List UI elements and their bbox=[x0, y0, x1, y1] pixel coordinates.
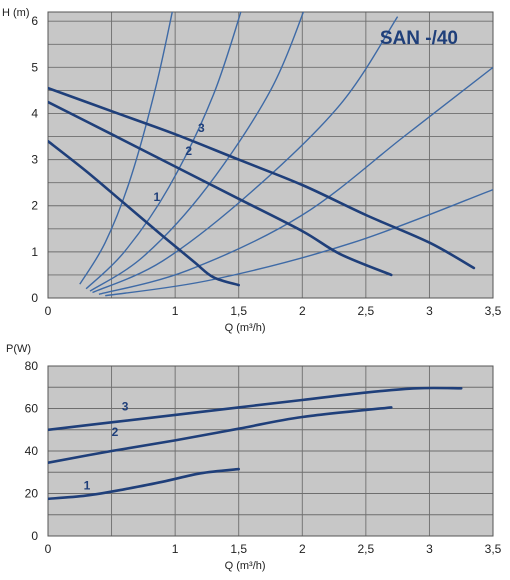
system-curve-4 bbox=[92, 16, 399, 294]
curve-speed-1 bbox=[48, 467, 240, 501]
x-tick-label: 3,5 bbox=[485, 304, 502, 318]
x-tick-label: 2 bbox=[299, 542, 306, 556]
x-axis-label: Q (m³/h) bbox=[225, 560, 266, 572]
x-tick-label: 1 bbox=[172, 542, 179, 556]
x-tick-label: 2 bbox=[299, 304, 306, 318]
x-tick-label: 0 bbox=[45, 542, 52, 556]
system-curve-6 bbox=[105, 188, 493, 297]
plot-background bbox=[48, 12, 493, 298]
plot-frame bbox=[47, 365, 494, 537]
curve-label-3: 3 bbox=[198, 121, 205, 135]
chart-title: SAN -/40 bbox=[380, 28, 458, 49]
curve-label-2: 2 bbox=[185, 144, 192, 158]
plot-frame bbox=[47, 11, 494, 299]
y-tick-label: 1 bbox=[31, 245, 38, 259]
y-tick-label: 4 bbox=[31, 106, 38, 120]
y-tick-label: 0 bbox=[31, 529, 38, 543]
x-tick-label: 1 bbox=[172, 304, 179, 318]
curve-speed-3 bbox=[48, 386, 463, 432]
y-tick-label: 0 bbox=[31, 291, 38, 305]
y-tick-label: 2 bbox=[31, 199, 38, 213]
curve-label-1: 1 bbox=[84, 478, 91, 492]
y-tick-label: 80 bbox=[25, 359, 39, 373]
x-tick-label: 1,5 bbox=[230, 304, 247, 318]
curve-label-2: 2 bbox=[112, 425, 119, 439]
y-axis-label: P(W) bbox=[6, 343, 31, 355]
y-tick-label: 3 bbox=[31, 153, 38, 167]
x-tick-label: 3,5 bbox=[485, 542, 502, 556]
curve-speed-2 bbox=[48, 100, 393, 277]
system-curve-1 bbox=[79, 12, 173, 285]
x-axis-label: Q (m³/h) bbox=[225, 322, 266, 334]
y-tick-label: 40 bbox=[25, 444, 39, 458]
y-tick-label: 5 bbox=[31, 60, 38, 74]
y-axis-label: H (m) bbox=[2, 7, 30, 19]
curve-speed-3 bbox=[48, 86, 476, 270]
x-tick-label: 0 bbox=[45, 304, 52, 318]
system-curve-2 bbox=[85, 12, 242, 290]
x-tick-label: 2,5 bbox=[358, 542, 375, 556]
curve-label-3: 3 bbox=[122, 400, 129, 414]
curve-speed-2 bbox=[48, 406, 393, 464]
curve-speed-1 bbox=[48, 139, 240, 287]
curve-label-1: 1 bbox=[154, 190, 161, 204]
x-tick-label: 3 bbox=[426, 542, 433, 556]
x-tick-label: 3 bbox=[426, 304, 433, 318]
system-curve-5 bbox=[98, 66, 493, 295]
y-tick-label: 60 bbox=[25, 402, 39, 416]
y-tick-label: 6 bbox=[31, 14, 38, 28]
x-tick-label: 2,5 bbox=[358, 304, 375, 318]
y-tick-label: 20 bbox=[25, 487, 39, 501]
x-tick-label: 1,5 bbox=[230, 542, 247, 556]
